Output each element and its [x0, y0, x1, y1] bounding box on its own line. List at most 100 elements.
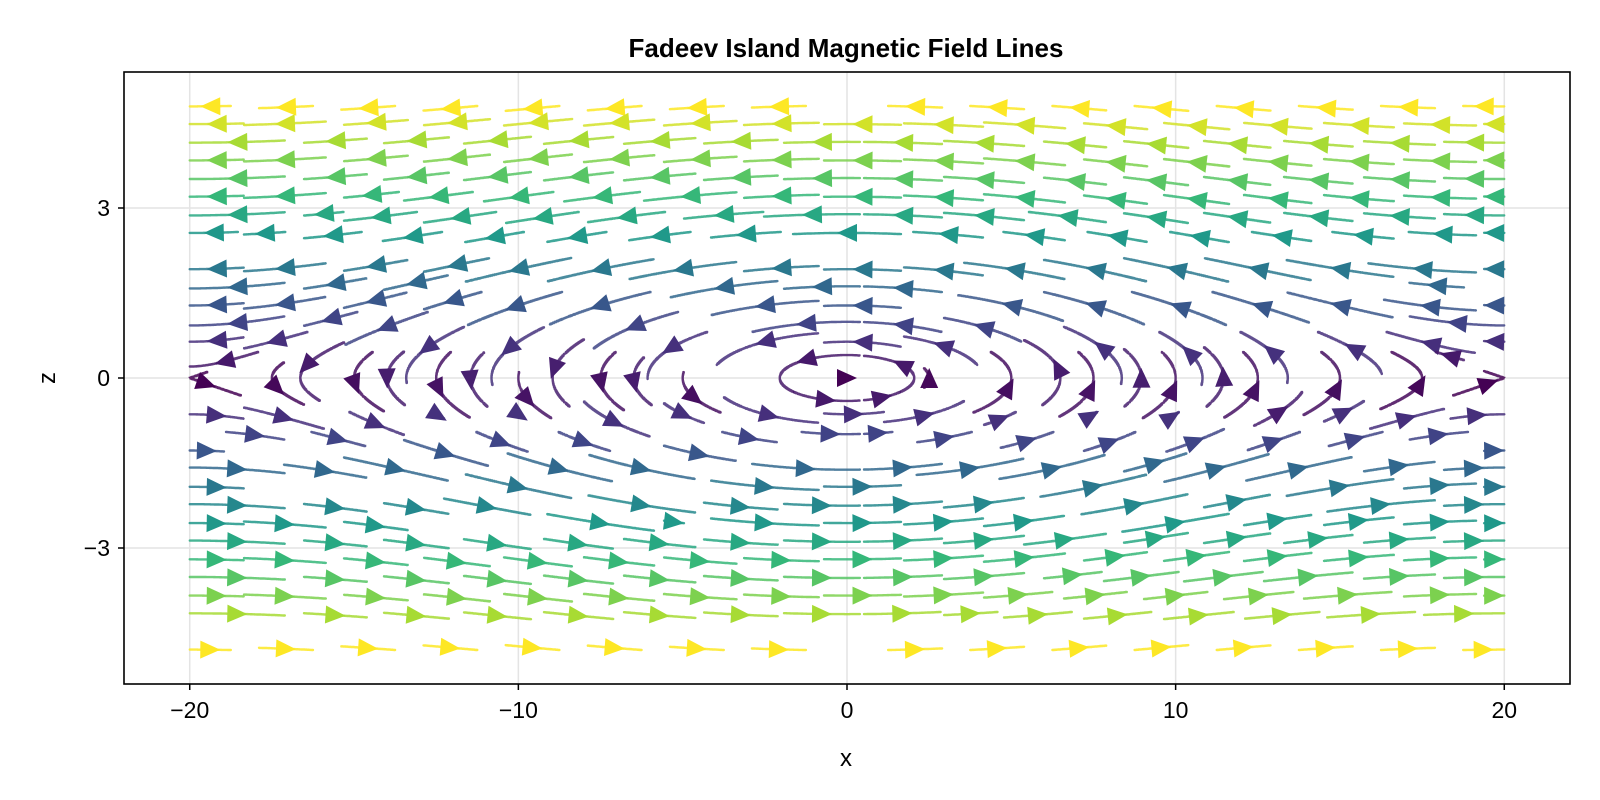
field-arrow — [366, 112, 387, 131]
field-arrow — [1227, 210, 1249, 229]
field-arrow — [811, 568, 832, 587]
field-arrow — [1107, 229, 1129, 248]
field-arrow — [196, 441, 217, 460]
field-arrow — [226, 495, 248, 514]
field-arrow — [1143, 457, 1165, 475]
field-arrow — [1440, 350, 1462, 368]
field-arrow — [1267, 191, 1289, 210]
field-arrow — [206, 295, 228, 314]
field-arrow — [1348, 190, 1370, 209]
field-arrow — [1065, 173, 1086, 191]
field-arrow — [892, 532, 914, 551]
field-arrow — [1248, 262, 1270, 281]
field-arrow — [1464, 169, 1485, 188]
field-arrow — [439, 637, 461, 656]
field-arrow — [1170, 301, 1192, 319]
field-arrow — [987, 99, 1008, 118]
field-arrow — [1233, 100, 1255, 119]
field-arrow — [1215, 366, 1234, 387]
field-arrow — [1344, 343, 1367, 362]
field-arrow — [1484, 514, 1505, 533]
field-arrow — [324, 533, 346, 552]
field-arrow — [370, 206, 392, 225]
field-arrow — [663, 511, 684, 530]
field-arrow — [1166, 262, 1188, 281]
field-arrow — [405, 569, 427, 588]
field-arrow — [528, 112, 549, 131]
field-arrow — [324, 569, 346, 588]
field-arrow — [1360, 606, 1382, 624]
field-arrow — [1394, 412, 1417, 430]
field-arrow — [730, 496, 751, 515]
field-arrow — [672, 258, 694, 277]
field-arrow — [604, 638, 625, 656]
field-arrow — [959, 461, 981, 480]
field-arrow — [768, 640, 789, 659]
field-arrow — [406, 271, 428, 290]
field-arrow — [973, 495, 994, 514]
field-arrow — [609, 148, 630, 167]
field-arrow — [206, 259, 227, 278]
field-arrow — [1182, 345, 1203, 367]
field-arrow — [730, 167, 752, 186]
field-arrow — [1164, 515, 1186, 534]
field-arrow — [299, 352, 320, 374]
field-arrow — [754, 513, 775, 532]
field-arrow — [811, 532, 832, 551]
field-arrow — [852, 477, 873, 496]
field-arrow — [274, 150, 296, 169]
field-arrow — [1454, 604, 1475, 623]
field-arrow — [730, 569, 751, 587]
field-arrow — [568, 130, 590, 149]
field-arrow — [686, 638, 707, 657]
field-arrow — [815, 389, 837, 408]
field-arrow — [445, 551, 467, 570]
field-arrow — [1061, 567, 1083, 586]
field-arrow — [1324, 379, 1342, 402]
field-line — [299, 341, 346, 402]
field-arrow — [1024, 228, 1046, 247]
field-arrow — [771, 114, 792, 133]
field-arrow — [1473, 640, 1494, 659]
field-arrow — [795, 459, 816, 478]
field-arrow — [376, 315, 399, 332]
field-arrow — [276, 97, 297, 116]
x-tick-label: −20 — [170, 697, 209, 723]
field-arrow — [933, 262, 955, 281]
field-arrow — [1227, 136, 1248, 155]
field-arrow — [592, 186, 613, 205]
field-arrow — [206, 514, 227, 533]
field-arrow — [365, 587, 386, 606]
field-arrow — [1212, 568, 1234, 587]
field-arrow — [1484, 187, 1505, 206]
field-arrow — [1158, 411, 1180, 430]
field-arrow — [244, 424, 266, 443]
y-tick-label: 3 — [97, 195, 110, 221]
field-arrow — [325, 273, 347, 291]
field-arrow — [1348, 549, 1369, 568]
field-arrow — [1105, 191, 1127, 210]
field-arrow — [526, 551, 548, 570]
field-arrow — [1004, 262, 1026, 281]
field-arrow — [266, 329, 288, 347]
field-arrow — [275, 639, 296, 658]
field-arrow — [1330, 299, 1352, 317]
field-arrow — [933, 189, 955, 208]
field-arrow — [1189, 229, 1211, 248]
field-line — [405, 325, 466, 385]
field-arrow — [1389, 567, 1410, 586]
field-arrow — [446, 254, 469, 272]
field-arrow — [913, 408, 935, 427]
field-arrow — [567, 226, 589, 244]
field-arrow — [1186, 192, 1208, 210]
field-arrow — [811, 277, 833, 296]
field-arrow — [1186, 155, 1208, 173]
field-arrow — [713, 276, 735, 295]
field-arrow — [568, 166, 590, 184]
field-arrow — [771, 150, 792, 169]
field-arrow — [1027, 606, 1048, 625]
field-arrow — [1348, 153, 1370, 172]
field-arrow — [1429, 513, 1450, 532]
field-arrow — [1315, 639, 1336, 658]
field-arrow — [771, 258, 792, 277]
